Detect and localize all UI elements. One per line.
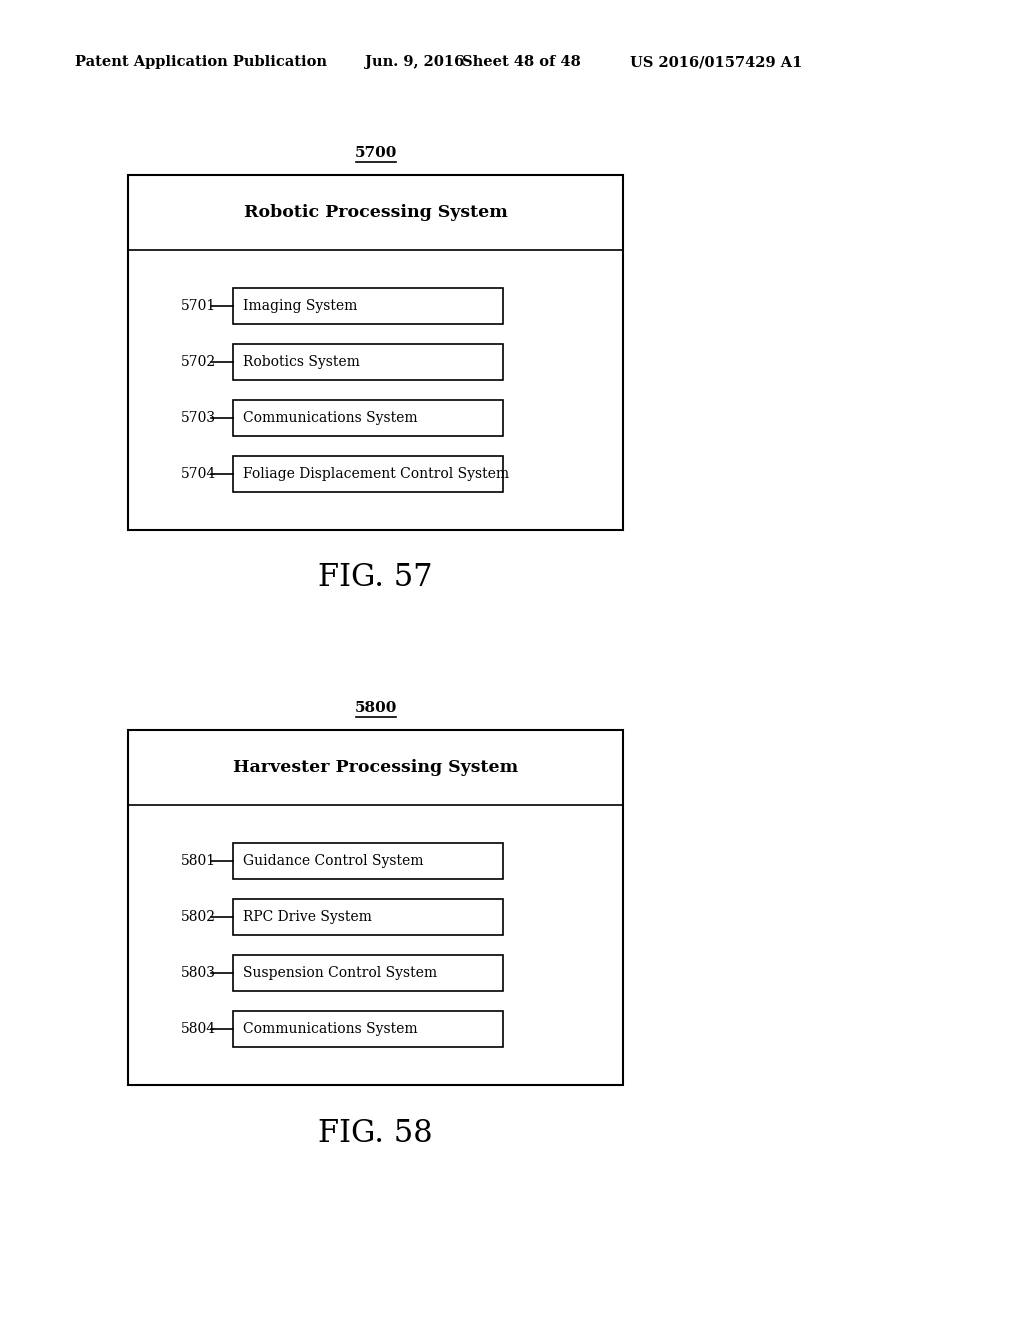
Text: 5704: 5704 — [181, 467, 216, 480]
Bar — [233, 288, 503, 323]
Text: Patent Application Publication: Patent Application Publication — [75, 55, 327, 69]
Text: 5801: 5801 — [181, 854, 216, 869]
Text: Communications System: Communications System — [243, 411, 418, 425]
Text: Communications System: Communications System — [243, 1022, 418, 1036]
Bar — [128, 176, 623, 531]
Text: RPC Drive System: RPC Drive System — [243, 909, 372, 924]
Text: Robotics System: Robotics System — [243, 355, 359, 370]
Text: Foliage Displacement Control System: Foliage Displacement Control System — [243, 467, 509, 480]
Bar — [128, 730, 623, 1085]
Text: 5804: 5804 — [181, 1022, 216, 1036]
Text: Sheet 48 of 48: Sheet 48 of 48 — [462, 55, 581, 69]
Bar — [233, 843, 503, 879]
Text: US 2016/0157429 A1: US 2016/0157429 A1 — [630, 55, 803, 69]
Bar — [233, 455, 503, 492]
Text: 5701: 5701 — [181, 300, 216, 313]
Text: Jun. 9, 2016: Jun. 9, 2016 — [365, 55, 464, 69]
Text: 5802: 5802 — [181, 909, 216, 924]
Text: 5800: 5800 — [354, 701, 396, 715]
Bar — [233, 1011, 503, 1047]
Text: Imaging System: Imaging System — [243, 300, 357, 313]
Text: Guidance Control System: Guidance Control System — [243, 854, 424, 869]
Text: FIG. 57: FIG. 57 — [318, 562, 433, 594]
Text: FIG. 58: FIG. 58 — [318, 1118, 433, 1148]
Bar — [233, 899, 503, 935]
Text: 5702: 5702 — [181, 355, 216, 370]
Bar — [233, 954, 503, 991]
Bar — [233, 400, 503, 436]
Text: Suspension Control System: Suspension Control System — [243, 966, 437, 979]
Text: 5803: 5803 — [181, 966, 216, 979]
Text: 5700: 5700 — [354, 147, 396, 160]
Text: Robotic Processing System: Robotic Processing System — [244, 205, 507, 220]
Text: Harvester Processing System: Harvester Processing System — [232, 759, 518, 776]
Text: 5703: 5703 — [181, 411, 216, 425]
Bar — [233, 345, 503, 380]
